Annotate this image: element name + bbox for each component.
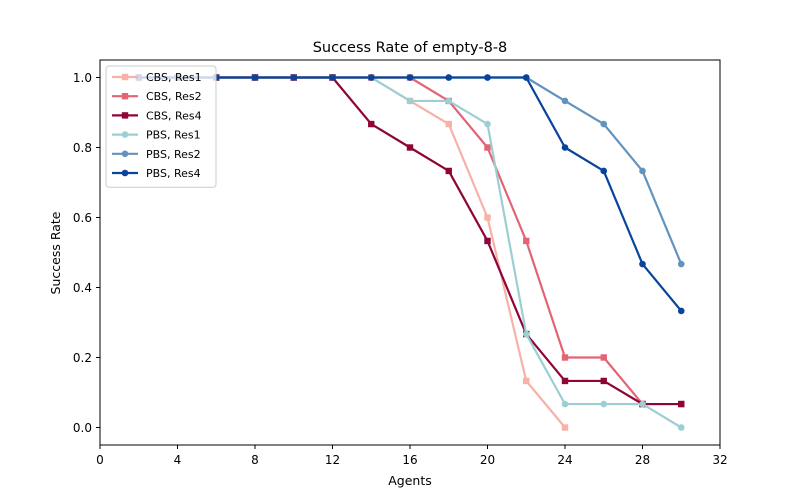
x-tick-label: 20 [480,453,495,467]
data-point [251,74,259,81]
data-point [639,400,646,408]
y-axis-label: Success Rate [48,211,63,294]
data-point [368,120,375,128]
data-point [561,354,569,361]
data-point [484,74,491,81]
data-point [406,74,414,81]
data-point [523,377,530,385]
data-point [677,307,685,315]
y-tick-label: 0.8 [73,141,92,155]
data-point [677,424,685,431]
data-point [523,237,530,245]
data-point [600,400,608,408]
x-tick-label: 16 [402,453,417,467]
y-tick-label: 0.4 [73,281,92,295]
x-tick-label: 32 [712,453,727,467]
y-tick-label: 1.0 [73,71,92,85]
legend-marker [121,131,129,138]
data-point [406,144,414,151]
data-point [367,74,375,81]
data-point [522,330,530,338]
legend-item: CBS, Res4 [112,109,202,122]
data-point [639,167,646,175]
data-point [484,144,491,151]
data-point [600,377,607,385]
data-point [522,74,530,81]
legend-item: CBS, Res1 [112,71,202,84]
data-point [445,97,453,105]
data-point [677,260,685,268]
x-tick-label: 0 [96,453,104,467]
legend-marker [121,150,129,158]
y-tick-label: 0.0 [73,421,92,435]
data-point [600,120,608,128]
data-point [561,97,569,105]
y-tick-label: 0.2 [73,351,92,365]
data-point [561,424,569,431]
data-point [561,144,569,151]
data-point [600,354,607,361]
data-point [445,74,453,81]
legend-label: CBS, Res1 [146,71,202,84]
legend-label: PBS, Res2 [146,148,201,161]
legend-label: PBS, Res1 [146,129,201,142]
data-point [445,120,452,128]
x-tick-label: 28 [635,453,650,467]
x-tick-label: 8 [251,453,259,467]
data-point [639,260,646,268]
data-point [600,167,608,175]
x-tick-label: 12 [325,453,340,467]
legend-item: CBS, Res2 [112,90,202,103]
data-point [290,74,298,81]
data-point [484,120,491,128]
x-tick-label: 4 [174,453,182,467]
x-axis-label: Agents [388,473,432,488]
data-point [329,74,336,81]
legend-label: CBS, Res4 [146,109,202,122]
legend-label: CBS, Res2 [146,90,202,103]
legend-marker [121,112,129,119]
data-point [445,167,452,175]
legend-item: PBS, Res1 [112,129,201,142]
x-tick-label: 24 [557,453,572,467]
legend-label: PBS, Res4 [146,167,201,180]
axes: 0 4 8 12 16 20 24 28 32 0.0 0.2 0.4 0.6 0.8 1.0 [73,59,728,467]
data-point [484,214,491,221]
data-point [561,377,569,385]
legend-marker [121,169,129,177]
data-point [561,400,569,408]
legend-item: PBS, Res2 [112,148,201,161]
legend: CBS, Res1 CBS, Res2 CBS, Res4 PBS, Res1 PBS,… [105,65,217,188]
legend-marker [121,93,129,100]
data-point [678,400,685,408]
chart-title: Success Rate of empty-8-8 [313,40,508,56]
data-point [484,237,491,245]
y-tick-label: 0.6 [73,211,92,225]
data-point [406,97,414,105]
legend-item: PBS, Res4 [112,167,201,180]
legend-marker [121,73,129,81]
